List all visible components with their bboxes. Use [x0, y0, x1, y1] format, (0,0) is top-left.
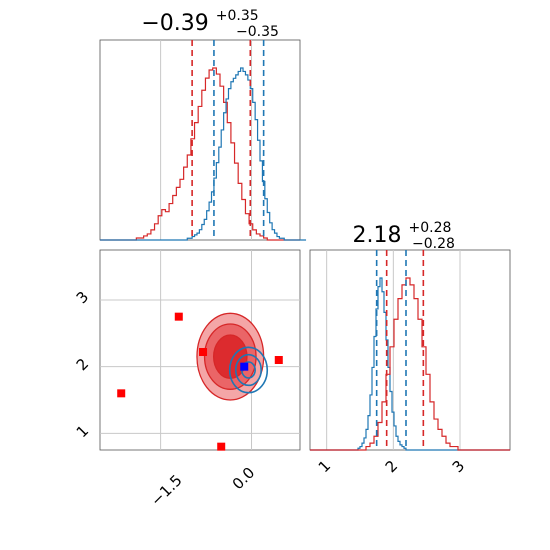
- histogram-panel-y: [309, 249, 511, 451]
- panel-frame: [99, 39, 301, 241]
- marker-square: [174, 312, 183, 321]
- title-x-minus: −0.35: [236, 24, 279, 40]
- title-y-base: 2.18: [353, 223, 402, 248]
- marker-square: [199, 348, 208, 356]
- blue-contour: [234, 353, 263, 387]
- xtick-label: 2: [382, 457, 401, 476]
- ytick-label: 2: [73, 355, 92, 374]
- xtick-label: 3: [449, 457, 468, 476]
- panel-title-x: −0.39 +0.35: [141, 8, 258, 36]
- xtick-label: 1: [315, 457, 334, 476]
- contour-panel: [99, 249, 301, 451]
- panel-title-y: 2.18 +0.28: [353, 220, 452, 248]
- histogram-series: [100, 67, 307, 241]
- title-x-plus: +0.35: [216, 8, 259, 24]
- title-x-base: −0.39: [141, 11, 208, 36]
- ytick-label: 3: [73, 288, 92, 307]
- histogram-panel-x: [99, 39, 307, 241]
- title-y-plus: +0.28: [409, 220, 452, 236]
- marker-square: [217, 442, 226, 451]
- marker-square: [240, 362, 249, 371]
- marker-square: [274, 356, 283, 364]
- xtick-label: −1.5: [147, 471, 185, 509]
- title-y-minus: −0.28: [412, 236, 455, 252]
- xtick-label: 0.0: [229, 464, 259, 494]
- histogram-series: [310, 277, 510, 451]
- blue-contour: [228, 346, 269, 394]
- marker-square: [117, 389, 126, 398]
- ytick-label: 1: [73, 422, 92, 441]
- histogram-series: [100, 67, 300, 241]
